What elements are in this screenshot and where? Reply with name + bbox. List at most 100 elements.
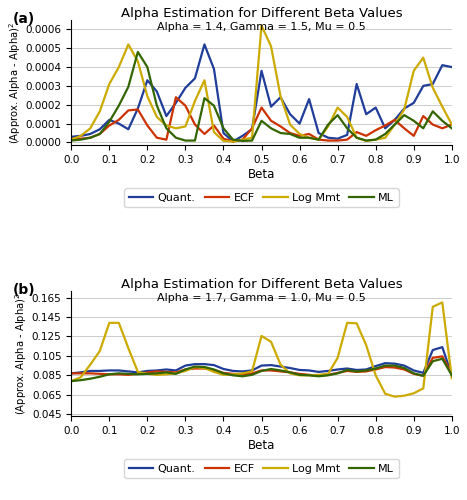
- Log Mmt: [402, 106, 407, 112]
- Quant.: [306, 368, 312, 374]
- ML: [145, 64, 150, 70]
- ECF: [87, 134, 93, 140]
- ML: [135, 49, 141, 55]
- Log Mmt: [259, 333, 264, 339]
- Log Mmt: [430, 304, 436, 310]
- Line: Quant.: Quant.: [71, 44, 452, 142]
- Quant.: [135, 370, 141, 376]
- ECF: [78, 136, 84, 141]
- Quant.: [97, 126, 103, 132]
- Quant.: [297, 367, 303, 373]
- Text: Alpha = 1.7, Gamma = 1.0, Mu = 0.5: Alpha = 1.7, Gamma = 1.0, Mu = 0.5: [157, 292, 366, 302]
- ECF: [106, 122, 112, 128]
- ML: [211, 366, 217, 372]
- ML: [259, 368, 264, 374]
- ECF: [287, 370, 293, 376]
- Quant.: [116, 120, 121, 126]
- ML: [439, 118, 445, 124]
- ECF: [163, 369, 169, 375]
- ECF: [306, 372, 312, 378]
- ECF: [420, 113, 426, 119]
- Quant.: [430, 347, 436, 353]
- ECF: [173, 370, 179, 376]
- ECF: [240, 372, 245, 378]
- Quant.: [402, 362, 407, 368]
- ML: [297, 134, 303, 140]
- Quant.: [411, 368, 417, 374]
- Quant.: [87, 131, 93, 137]
- ML: [344, 367, 350, 373]
- ML: [382, 131, 388, 137]
- Quant.: [135, 106, 141, 112]
- ECF: [69, 370, 74, 376]
- ML: [221, 370, 226, 376]
- Quant.: [163, 113, 169, 119]
- ML: [411, 370, 417, 376]
- ML: [106, 118, 112, 124]
- Log Mmt: [183, 124, 188, 130]
- ML: [221, 126, 226, 132]
- Log Mmt: [363, 138, 369, 144]
- Log Mmt: [449, 375, 454, 381]
- Quant.: [69, 370, 74, 376]
- Quant.: [354, 81, 360, 87]
- ML: [268, 366, 274, 372]
- Log Mmt: [249, 134, 255, 140]
- ECF: [221, 370, 226, 376]
- Quant.: [297, 120, 303, 126]
- Quant.: [278, 94, 283, 100]
- Log Mmt: [240, 136, 245, 142]
- Quant.: [221, 130, 226, 136]
- ML: [411, 118, 417, 124]
- ML: [145, 371, 150, 377]
- Log Mmt: [78, 374, 84, 380]
- Log Mmt: [344, 114, 350, 120]
- Log Mmt: [106, 81, 112, 87]
- Line: Quant.: Quant.: [71, 347, 452, 376]
- ECF: [154, 134, 160, 140]
- ML: [183, 366, 188, 372]
- Log Mmt: [316, 136, 321, 142]
- ML: [316, 374, 321, 380]
- ECF: [287, 130, 293, 136]
- Quant.: [69, 134, 74, 140]
- ECF: [192, 122, 198, 128]
- Log Mmt: [430, 85, 436, 91]
- ECF: [402, 126, 407, 132]
- ECF: [145, 370, 150, 376]
- Log Mmt: [439, 104, 445, 110]
- ML: [259, 118, 264, 124]
- ML: [78, 377, 84, 383]
- ML: [335, 112, 340, 118]
- Log Mmt: [240, 370, 245, 376]
- Quant.: [268, 104, 274, 110]
- Log Mmt: [183, 368, 188, 374]
- Line: Log Mmt: Log Mmt: [71, 302, 452, 396]
- Log Mmt: [145, 371, 150, 377]
- Quant.: [240, 368, 245, 374]
- ML: [344, 126, 350, 132]
- ECF: [135, 106, 141, 112]
- ML: [154, 370, 160, 376]
- ECF: [268, 118, 274, 124]
- Quant.: [106, 368, 112, 374]
- Log Mmt: [278, 94, 283, 100]
- ML: [278, 368, 283, 374]
- Quant.: [268, 362, 274, 368]
- ML: [392, 362, 397, 368]
- ML: [202, 364, 207, 370]
- Log Mmt: [97, 348, 103, 354]
- Line: ECF: ECF: [71, 97, 452, 142]
- ECF: [183, 102, 188, 108]
- ML: [249, 138, 255, 143]
- Quant.: [335, 136, 340, 141]
- Text: Alpha = 1.4, Gamma = 1.5, Mu = 0.5: Alpha = 1.4, Gamma = 1.5, Mu = 0.5: [157, 22, 366, 32]
- ECF: [126, 372, 131, 378]
- Log Mmt: [449, 122, 454, 128]
- Log Mmt: [373, 372, 378, 378]
- Log Mmt: [411, 390, 417, 396]
- Log Mmt: [78, 133, 84, 139]
- ECF: [411, 133, 417, 139]
- ML: [268, 126, 274, 132]
- Log Mmt: [97, 108, 103, 114]
